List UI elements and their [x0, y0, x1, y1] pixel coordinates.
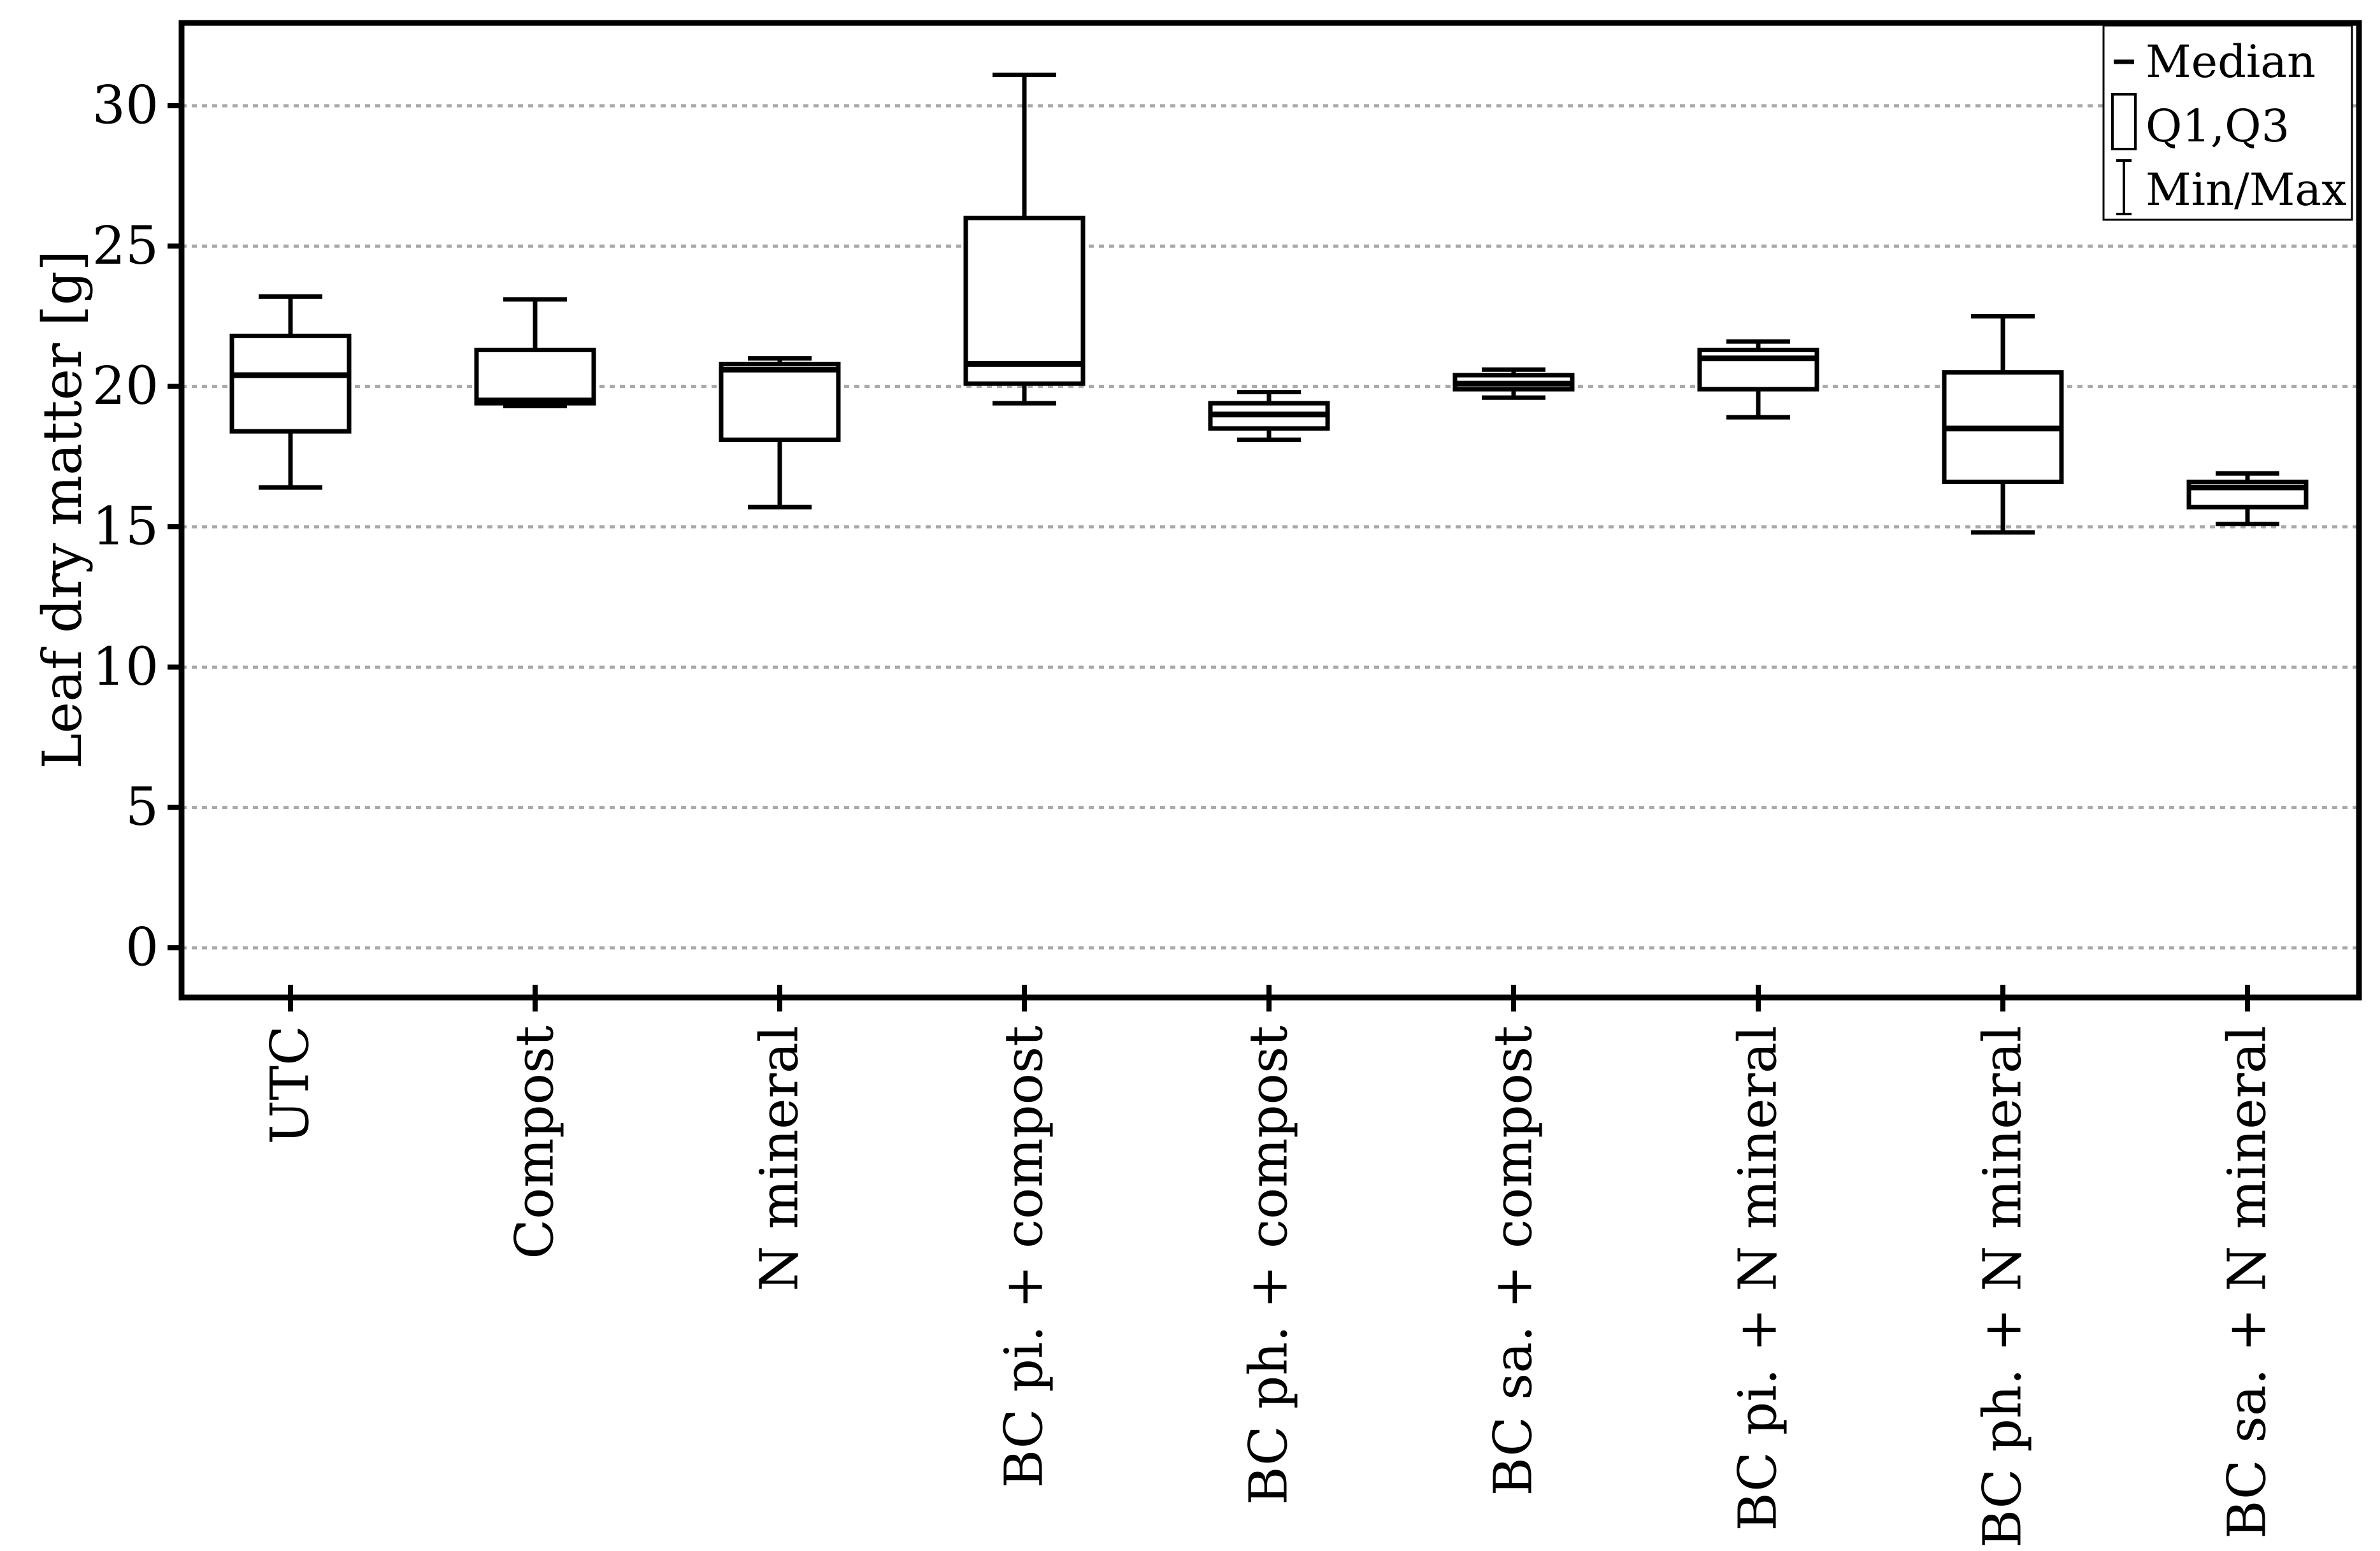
box-4 — [963, 73, 1086, 406]
quartile-box — [719, 361, 841, 442]
legend-label-2: Q1,Q3 — [2146, 100, 2290, 152]
y-tick-label-15: 15 — [92, 497, 159, 557]
plot-area-frame — [178, 20, 2362, 1001]
x-category-label-3: N mineral — [750, 1026, 810, 1291]
quartile-box — [229, 333, 352, 434]
y-tick-label-0: 0 — [125, 918, 159, 978]
y-axis: 0 5 10 15 20 25 30 — [92, 76, 182, 978]
box-7 — [1697, 339, 1819, 420]
x-category-label-4: BC pi. + compost — [994, 1026, 1055, 1488]
legend-label-3: Min/Max — [2146, 164, 2347, 216]
box-9 — [2186, 471, 2309, 527]
chart-legend: Median Q1,Q3 Min/Max — [2102, 24, 2353, 221]
x-category-label-2: Compost — [505, 1026, 566, 1259]
grid-lines — [182, 104, 2359, 950]
x-category-label-8: BC ph. + N mineral — [1973, 1026, 2033, 1548]
quartile-box — [474, 347, 596, 406]
y-tick-label-25: 25 — [92, 216, 159, 276]
quartile-legend-icon — [2111, 93, 2137, 150]
legend-frame — [2102, 24, 2353, 221]
y-tick-label-20: 20 — [92, 356, 159, 417]
x-category-label-9: BC sa. + N mineral — [2218, 1026, 2278, 1539]
box-3 — [719, 356, 841, 510]
x-category-label-1: UTC — [261, 1026, 321, 1145]
quartile-box — [963, 215, 1086, 386]
box-5 — [1208, 389, 1330, 442]
box-2 — [474, 297, 596, 409]
box-plot-series — [229, 73, 2309, 535]
legend-label-1: Median — [2146, 36, 2316, 88]
x-axis: UTC Compost N mineral BC pi. + compost BC ph… — [261, 985, 2278, 1548]
x-category-label-7: BC pi. + N mineral — [1728, 1026, 1789, 1531]
y-axis-title: Leaf dry matter [g] — [31, 250, 94, 769]
box-8 — [1942, 314, 2064, 535]
x-category-label-5: BC ph. + compost — [1239, 1026, 1300, 1505]
box-1 — [229, 294, 352, 490]
x-category-label-6: BC sa. + compost — [1484, 1026, 1544, 1496]
box-6 — [1452, 367, 1575, 400]
y-tick-label-10: 10 — [92, 637, 159, 697]
y-tick-label-30: 30 — [92, 76, 159, 136]
y-tick-label-5: 5 — [125, 777, 159, 838]
